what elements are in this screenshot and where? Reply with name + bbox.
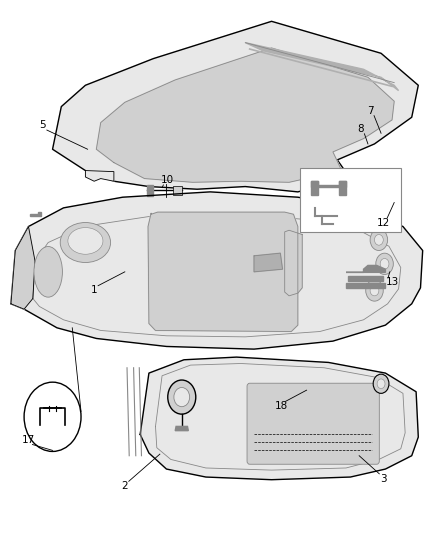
Polygon shape: [11, 227, 35, 309]
Text: 18: 18: [275, 401, 288, 411]
Polygon shape: [140, 357, 418, 480]
Text: 7: 7: [367, 106, 374, 116]
Circle shape: [374, 235, 383, 245]
Circle shape: [366, 280, 383, 301]
FancyBboxPatch shape: [247, 383, 379, 464]
Ellipse shape: [60, 223, 110, 263]
Polygon shape: [147, 185, 153, 196]
Text: 5: 5: [39, 120, 46, 130]
Polygon shape: [148, 212, 298, 332]
Polygon shape: [173, 186, 182, 195]
Polygon shape: [346, 265, 385, 272]
Polygon shape: [311, 181, 318, 195]
Text: 2: 2: [121, 481, 128, 491]
Circle shape: [370, 285, 379, 296]
Polygon shape: [245, 43, 399, 91]
Text: 10: 10: [161, 175, 174, 185]
Polygon shape: [346, 283, 385, 288]
Text: 13: 13: [385, 278, 399, 287]
Circle shape: [24, 382, 81, 451]
Ellipse shape: [68, 228, 103, 254]
Text: 17: 17: [22, 435, 35, 445]
Polygon shape: [311, 181, 346, 187]
Polygon shape: [175, 426, 188, 431]
Circle shape: [168, 380, 196, 414]
FancyBboxPatch shape: [300, 168, 401, 232]
Polygon shape: [339, 181, 346, 195]
Polygon shape: [254, 253, 283, 272]
Circle shape: [373, 374, 389, 393]
Polygon shape: [11, 192, 423, 349]
Ellipse shape: [34, 246, 62, 297]
Circle shape: [377, 379, 385, 389]
Text: 1: 1: [91, 286, 98, 295]
Text: 8: 8: [357, 124, 364, 134]
Polygon shape: [285, 230, 302, 296]
Polygon shape: [85, 171, 114, 181]
Text: 3: 3: [380, 474, 387, 483]
Circle shape: [174, 387, 190, 407]
Polygon shape: [53, 21, 418, 192]
Circle shape: [370, 229, 388, 251]
Polygon shape: [96, 48, 394, 182]
Polygon shape: [348, 276, 383, 281]
Circle shape: [376, 253, 393, 274]
Polygon shape: [30, 212, 41, 216]
Text: 12: 12: [377, 218, 390, 228]
Circle shape: [380, 259, 389, 269]
